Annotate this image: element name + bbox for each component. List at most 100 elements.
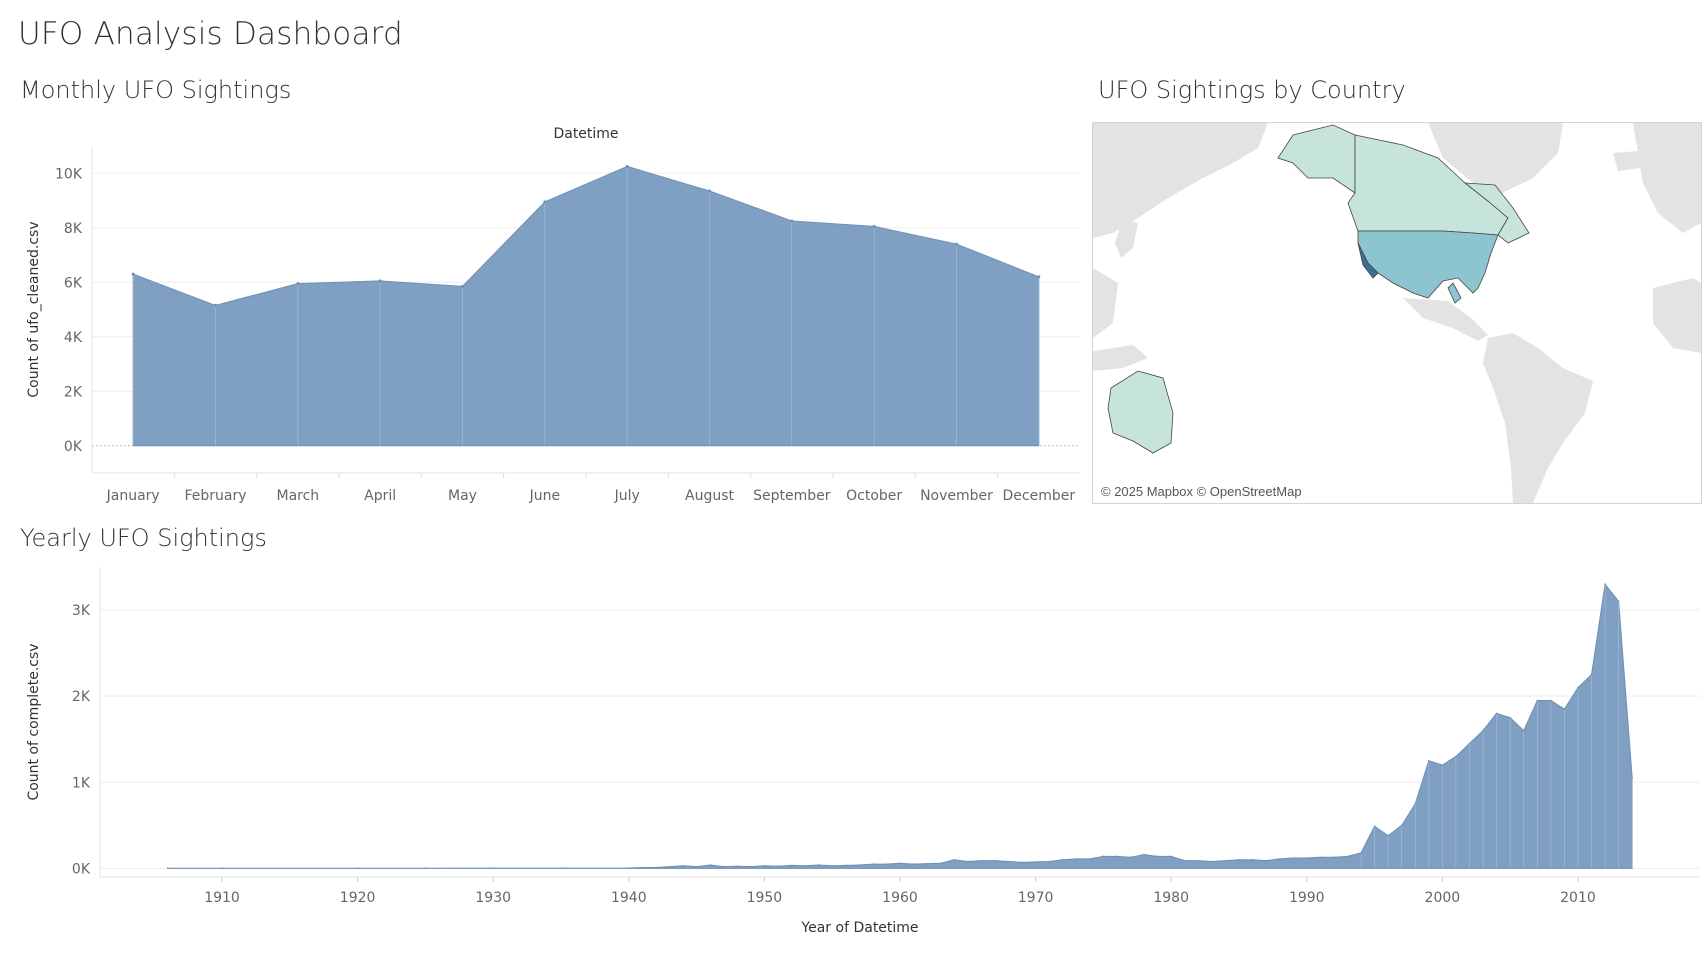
data-point xyxy=(1170,855,1172,858)
land-greenland xyxy=(1428,123,1563,195)
x-tick-label: November xyxy=(920,488,993,504)
land-asia-south xyxy=(1093,268,1118,338)
data-point xyxy=(750,865,752,868)
x-tick-label: September xyxy=(753,488,831,504)
x-tick-label: 1950 xyxy=(747,890,783,906)
data-point xyxy=(378,279,382,283)
x-tick-label: January xyxy=(106,488,160,504)
data-point xyxy=(736,865,739,868)
data-point xyxy=(790,864,793,867)
data-point xyxy=(722,865,725,868)
x-tick-label: October xyxy=(846,488,902,504)
data-point xyxy=(1034,861,1037,863)
region-usa-florida[interactable] xyxy=(1447,282,1462,304)
map-canvas[interactable] xyxy=(1093,123,1701,503)
data-point xyxy=(543,200,547,204)
data-point xyxy=(1631,777,1634,779)
data-point xyxy=(424,867,427,870)
data-point xyxy=(912,863,915,865)
data-point xyxy=(1360,852,1362,854)
data-point xyxy=(844,864,847,867)
data-point xyxy=(1387,834,1389,837)
data-point xyxy=(1604,583,1606,586)
x-tick-label: February xyxy=(184,488,246,504)
data-point xyxy=(1037,275,1041,279)
x-tick-label: 2000 xyxy=(1425,890,1461,906)
data-point xyxy=(1251,858,1254,861)
data-point xyxy=(953,858,956,861)
land-russia xyxy=(1093,123,1268,238)
data-point xyxy=(1102,855,1105,858)
y-axis-title: Count of complete.csv xyxy=(26,643,42,800)
x-tick-label: 1920 xyxy=(340,890,376,906)
data-point xyxy=(1468,742,1471,745)
country-map[interactable]: © 2025 Mapbox © OpenStreetMap xyxy=(1092,122,1702,504)
x-tick-label: 1960 xyxy=(882,890,918,906)
data-point xyxy=(1265,859,1267,862)
data-point xyxy=(166,867,169,870)
region-alaska[interactable] xyxy=(1277,124,1356,194)
monthly-area-chart[interactable]: Datetime Count of ufo_cleaned.csv 0K 2K 4K 6K… xyxy=(20,118,1090,513)
y-tick-label: 4K xyxy=(64,330,83,346)
y-tick-label: 0K xyxy=(64,439,83,455)
y-tick-label: 8K xyxy=(64,221,83,237)
y-tick-label: 6K xyxy=(64,275,83,291)
region-usa[interactable] xyxy=(1357,230,1499,299)
data-point xyxy=(1400,824,1403,827)
x-tick-label: 1980 xyxy=(1153,890,1189,906)
data-point xyxy=(1089,858,1091,860)
map-attribution[interactable]: © 2025 Mapbox © OpenStreetMap xyxy=(1101,484,1302,499)
data-point xyxy=(966,860,969,863)
yearly-area-chart[interactable]: 0K 1K 2K 3K 1910 1920 1930 1940 1950 1960 1970 1980… xyxy=(20,562,1706,947)
data-point xyxy=(899,862,901,865)
data-point xyxy=(1563,708,1566,710)
data-point xyxy=(709,864,711,866)
y-tick-label: 10K xyxy=(55,166,83,182)
data-point xyxy=(668,865,671,868)
x-tick-label: 1970 xyxy=(1018,890,1054,906)
data-point xyxy=(817,864,820,866)
data-point xyxy=(1428,759,1430,762)
data-point xyxy=(1211,860,1213,863)
land-central-america xyxy=(1403,298,1488,341)
data-point xyxy=(1495,712,1498,715)
x-tick-label: March xyxy=(276,488,319,504)
x-tick-label: June xyxy=(529,488,561,504)
land-europe xyxy=(1633,123,1701,233)
data-point xyxy=(1305,857,1308,859)
data-point xyxy=(1183,859,1186,862)
data-point xyxy=(492,867,495,869)
data-point xyxy=(131,272,135,276)
x-tick-label: 1910 xyxy=(204,890,240,906)
data-point xyxy=(831,865,834,867)
x-axis-title: Year of Datetime xyxy=(800,920,918,936)
region-canada-east[interactable] xyxy=(1463,182,1530,244)
data-point xyxy=(1577,686,1579,689)
data-point xyxy=(1075,858,1078,860)
data-point xyxy=(1224,859,1227,862)
data-point xyxy=(1048,860,1050,863)
x-tick-label: July xyxy=(614,488,640,504)
data-point xyxy=(939,862,942,865)
y-tick-label: 2K xyxy=(72,689,91,705)
data-point xyxy=(695,865,698,868)
data-point xyxy=(994,859,996,862)
data-point xyxy=(885,863,888,865)
data-point xyxy=(214,303,217,307)
x-axis-title: Datetime xyxy=(553,126,618,142)
region-australia[interactable] xyxy=(1107,370,1174,454)
region-usa-west-coast[interactable] xyxy=(1357,242,1379,279)
data-point xyxy=(1116,855,1118,858)
data-point xyxy=(926,862,928,865)
data-point xyxy=(1007,860,1010,863)
x-tick-label: December xyxy=(1003,488,1076,504)
y-tick-label: 1K xyxy=(72,775,91,791)
land-south-america xyxy=(1483,333,1593,503)
data-point xyxy=(221,867,223,870)
x-tick-label: 1940 xyxy=(611,890,647,906)
y-tick-label: 2K xyxy=(64,384,83,400)
data-point xyxy=(1590,673,1593,676)
data-point xyxy=(1455,755,1457,758)
data-point xyxy=(1509,716,1511,719)
area-series xyxy=(132,165,1040,447)
